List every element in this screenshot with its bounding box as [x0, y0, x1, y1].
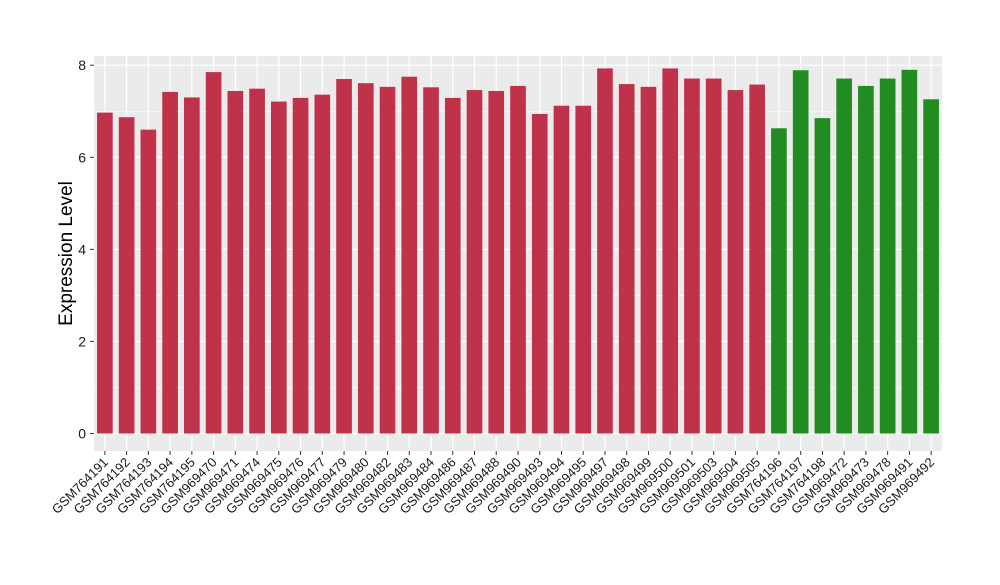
bar: [357, 83, 374, 434]
bar: [792, 70, 809, 434]
bar: [684, 78, 700, 434]
bar: [923, 99, 939, 434]
y-tick-label: 2: [78, 333, 86, 349]
bar: [814, 118, 831, 434]
bar: [466, 90, 483, 434]
bar: [184, 97, 200, 434]
bar: [97, 112, 113, 434]
bar: [836, 78, 852, 434]
bar: [858, 85, 874, 434]
bar: [336, 79, 352, 434]
bar: [531, 114, 548, 434]
bar: [771, 128, 787, 434]
bar: [444, 97, 461, 434]
bar: [249, 88, 265, 434]
y-tick-label: 8: [78, 57, 86, 73]
bar: [662, 68, 679, 434]
bar: [401, 76, 418, 434]
bar: [705, 78, 722, 434]
y-axis-label: Expression Level: [56, 181, 77, 326]
bar: [879, 78, 896, 434]
bar: [140, 129, 157, 434]
bar: [901, 69, 918, 434]
bar: [618, 84, 635, 434]
bar: [227, 90, 244, 434]
y-axis: 0 2 4 6 8: [78, 57, 94, 442]
bar: [292, 97, 309, 434]
bar: [379, 86, 396, 434]
bar: [727, 90, 744, 434]
bar: [205, 72, 222, 434]
y-tick-label: 6: [78, 149, 86, 165]
bar: [749, 84, 766, 434]
bar: [488, 90, 505, 434]
bar: [575, 105, 592, 434]
bar: [423, 87, 439, 434]
y-tick-label: 4: [78, 241, 86, 257]
bar: [118, 117, 135, 434]
bar: [510, 85, 526, 434]
bar: [597, 68, 613, 434]
bar: [553, 105, 570, 434]
bar: [162, 91, 178, 434]
x-axis: GSM764191GSM764192GSM764193GSM764194GSM7…: [49, 451, 937, 517]
y-tick-label: 0: [78, 426, 86, 442]
bar: [270, 101, 287, 434]
bar: [640, 86, 657, 434]
bars-group: [97, 68, 939, 434]
bar: [314, 94, 331, 434]
